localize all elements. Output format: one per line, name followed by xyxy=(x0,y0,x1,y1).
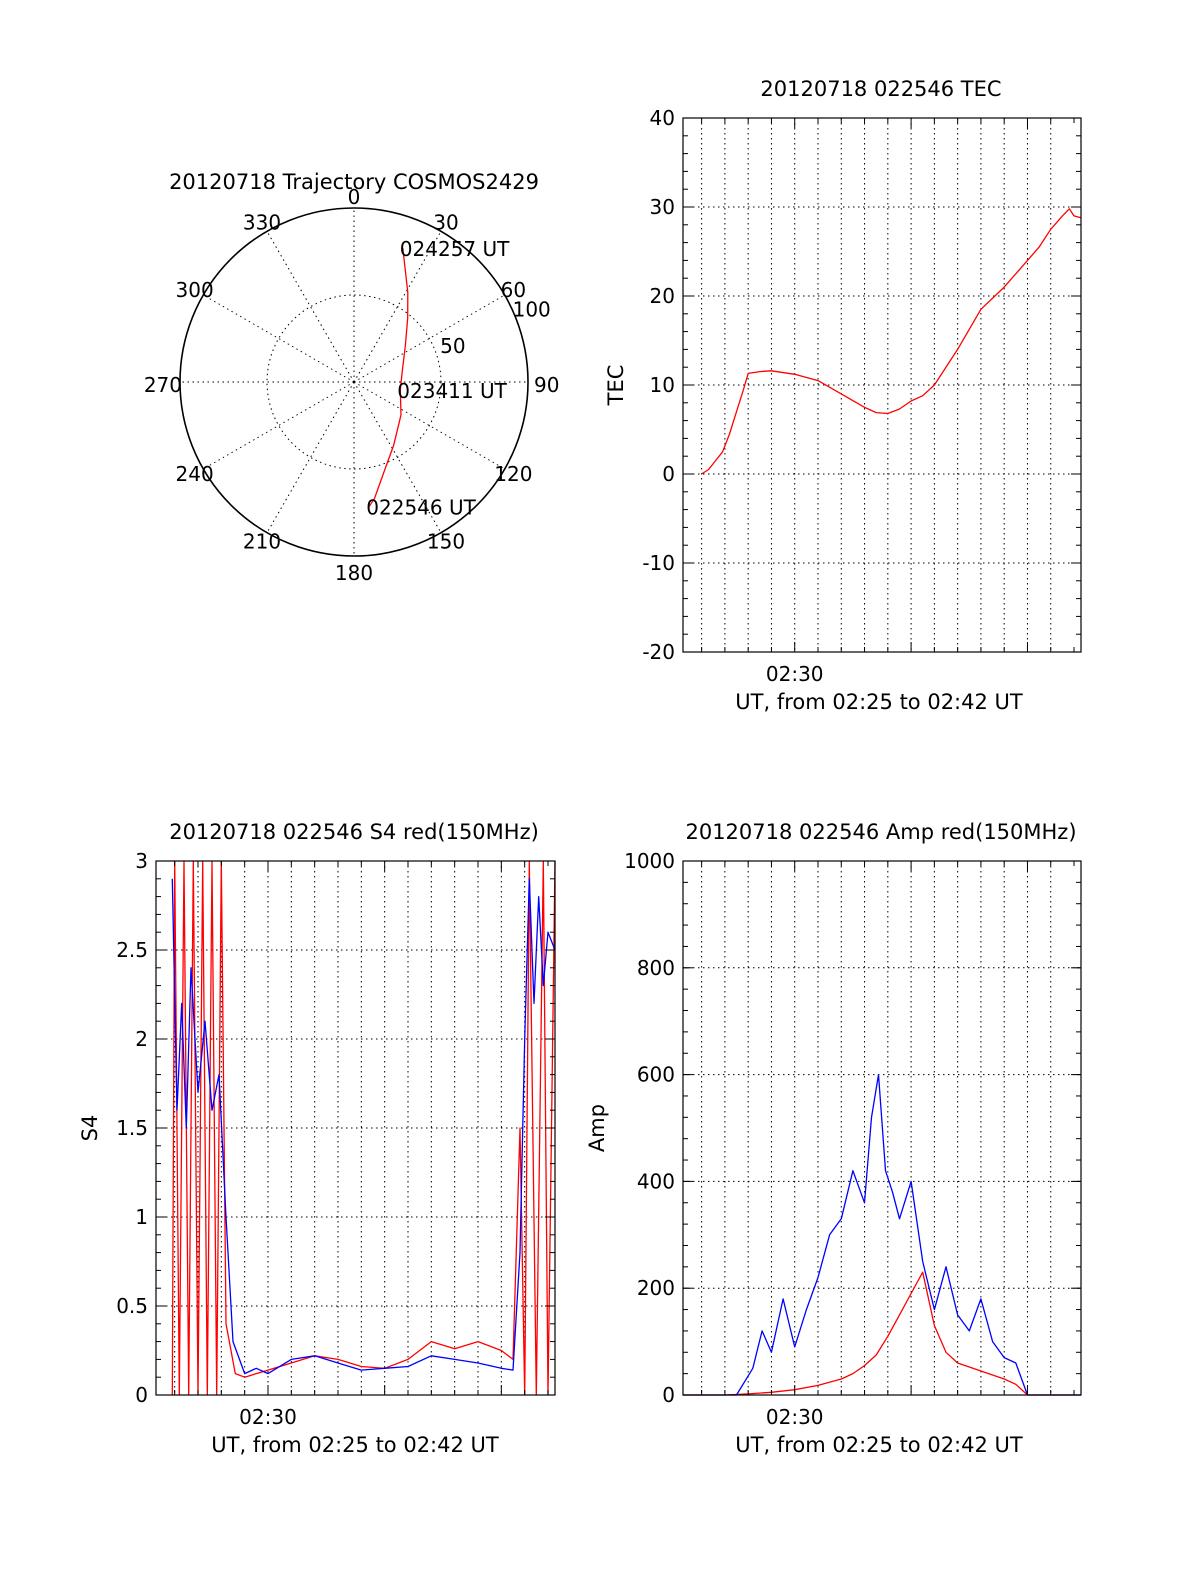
s4-title: 20120718 022546 S4 red(150MHz) xyxy=(169,820,539,844)
tec-line-chart: 20120718 022546 TEC -20 -10 0 10 20 30 40 02:30… xyxy=(604,77,1082,714)
polar-angle-tick: 0 xyxy=(348,185,361,209)
s4-ytick-label: 1 xyxy=(135,1205,148,1229)
polar-angle-tick: 30 xyxy=(433,211,458,235)
tec-plot-frame xyxy=(682,117,1082,653)
polar-radial-labels: 50 100 xyxy=(440,297,551,358)
tec-ytick-label: 0 xyxy=(662,462,675,486)
tec-ytick-label: 30 xyxy=(650,195,675,219)
s4-ylabel: S4 xyxy=(78,1115,102,1142)
polar-spoke xyxy=(203,381,355,470)
tec-ytick-label: 10 xyxy=(650,373,675,397)
amp-line-chart: 20120718 022546 Amp red(150MHz) 0 200 400 6… xyxy=(585,820,1082,1457)
polar-angle-tick: 150 xyxy=(427,529,465,553)
amp-series-blue xyxy=(683,1073,1081,1396)
polar-angle-tick: 210 xyxy=(243,529,281,553)
tec-xtick-label: 02:30 xyxy=(766,662,824,686)
s4-ytick-label: 0 xyxy=(135,1383,148,1407)
amp-ytick-label: 1000 xyxy=(624,849,675,873)
polar-spoke xyxy=(266,381,355,533)
s4-ytick-label: 3 xyxy=(135,849,148,873)
tec-ytick-label: -10 xyxy=(642,551,675,575)
polar-angle-tick: 300 xyxy=(176,278,214,302)
trajectory-polar-chart: 20120718 Trajectory COSMOS2429 0 30 60 90 12… xyxy=(144,170,560,585)
polar-radial-tick: 100 xyxy=(513,297,551,321)
tec-ytick-label: 20 xyxy=(650,284,675,308)
s4-ytick-label: 2 xyxy=(135,1027,148,1051)
amp-ytick-label: 200 xyxy=(637,1276,675,1300)
polar-spoke xyxy=(353,231,442,383)
polar-spoke xyxy=(266,231,355,383)
trajectory-time-label: 024257 UT xyxy=(400,237,510,261)
amp-xlabel: UT, from 02:25 to 02:42 UT xyxy=(735,1433,1023,1457)
amp-title: 20120718 022546 Amp red(150MHz) xyxy=(685,820,1076,844)
polar-outer-circle xyxy=(179,207,529,557)
tec-title: 20120718 022546 TEC xyxy=(760,77,1001,101)
polar-angle-tick: 90 xyxy=(534,373,559,397)
polar-ring-50 xyxy=(266,294,442,470)
polar-radial-tick: 50 xyxy=(440,334,465,358)
amp-ylabel: Amp xyxy=(585,1104,609,1152)
polar-spoke xyxy=(353,381,442,533)
polar-series xyxy=(368,247,409,507)
amp-ytick-label: 0 xyxy=(662,1383,675,1407)
s4-line-chart: 20120718 022546 S4 red(150MHz) 0 0.5 1 1.5 2… xyxy=(78,820,556,1457)
s4-series-red xyxy=(171,860,556,1396)
amp-xtick-label: 02:30 xyxy=(766,1405,824,1429)
polar-angle-labels: 0 30 60 90 120 150 180 210 240 270 300 330 xyxy=(144,185,560,585)
amp-ytick-label: 800 xyxy=(637,956,675,980)
polar-grid xyxy=(180,208,528,556)
amp-plot-frame xyxy=(682,860,1082,1396)
trajectory-time-label: 023411 UT xyxy=(397,379,507,403)
s4-ytick-label: 1.5 xyxy=(116,1116,148,1140)
polar-spoke xyxy=(203,294,355,383)
tec-xlabel: UT, from 02:25 to 02:42 UT xyxy=(735,690,1023,714)
polar-angle-tick: 180 xyxy=(335,561,373,585)
tec-series-line xyxy=(701,208,1082,475)
s4-ytick-label: 0.5 xyxy=(116,1294,148,1318)
trajectory-title: 20120718 Trajectory COSMOS2429 xyxy=(169,170,539,194)
trajectory-line xyxy=(368,247,409,507)
polar-angle-tick: 270 xyxy=(144,373,182,397)
tec-ytick-label: -20 xyxy=(642,640,675,664)
polar-spoke xyxy=(353,381,505,470)
tec-ytick-label: 40 xyxy=(650,106,675,130)
amp-ytick-label: 600 xyxy=(637,1063,675,1087)
polar-annotations: 024257 UT 023411 UT 022546 UT xyxy=(366,237,510,519)
s4-xlabel: UT, from 02:25 to 02:42 UT xyxy=(211,1433,499,1457)
amp-series-red xyxy=(683,1271,1081,1396)
tec-ylabel: TEC xyxy=(604,365,628,407)
amp-ytick-label: 400 xyxy=(637,1169,675,1193)
s4-ytick-label: 2.5 xyxy=(116,938,148,962)
polar-angle-tick: 60 xyxy=(501,278,526,302)
s4-series-blue xyxy=(171,878,556,1375)
polar-spoke xyxy=(353,294,505,383)
polar-angle-tick: 120 xyxy=(494,462,532,486)
polar-angle-tick: 330 xyxy=(243,211,281,235)
s4-xtick-label: 02:30 xyxy=(239,1405,297,1429)
trajectory-time-label: 022546 UT xyxy=(366,495,476,519)
polar-angle-tick: 240 xyxy=(176,462,214,486)
